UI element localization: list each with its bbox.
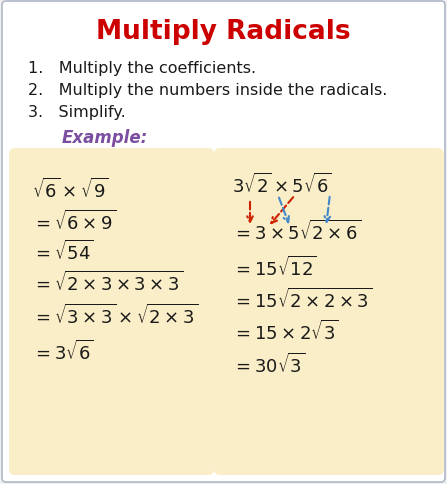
Text: $3\sqrt{2}\times5\sqrt{6}$: $3\sqrt{2}\times5\sqrt{6}$ (232, 173, 332, 197)
Text: $=15\sqrt{2\times2\times3}$: $=15\sqrt{2\times2\times3}$ (232, 287, 372, 311)
Text: $=30\sqrt{3}$: $=30\sqrt{3}$ (232, 352, 305, 376)
Text: Example:: Example: (62, 129, 148, 147)
FancyBboxPatch shape (9, 149, 214, 475)
Text: $=\sqrt{3\times3}\times\sqrt{2\times3}$: $=\sqrt{3\times3}\times\sqrt{2\times3}$ (32, 303, 198, 327)
Text: $=3\sqrt{6}$: $=3\sqrt{6}$ (32, 339, 94, 363)
Text: $=3\times5\sqrt{2\times6}$: $=3\times5\sqrt{2\times6}$ (232, 219, 361, 243)
Text: 2.   Multiply the numbers inside the radicals.: 2. Multiply the numbers inside the radic… (28, 82, 388, 97)
Text: $\sqrt{6}\times\sqrt{9}$: $\sqrt{6}\times\sqrt{9}$ (32, 178, 109, 202)
Text: 1.   Multiply the coefficients.: 1. Multiply the coefficients. (28, 60, 256, 76)
Text: 3.   Simplify.: 3. Simplify. (28, 104, 126, 119)
Text: $=\sqrt{2\times3\times3\times3}$: $=\sqrt{2\times3\times3\times3}$ (32, 271, 183, 294)
Text: $=15\sqrt{12}$: $=15\sqrt{12}$ (232, 256, 317, 279)
Text: Multiply Radicals: Multiply Radicals (96, 19, 350, 45)
Text: $=\sqrt{54}$: $=\sqrt{54}$ (32, 240, 94, 264)
Text: $=\sqrt{6\times9}$: $=\sqrt{6\times9}$ (32, 210, 116, 234)
FancyBboxPatch shape (214, 149, 444, 475)
Text: $=15\times2\sqrt{3}$: $=15\times2\sqrt{3}$ (232, 319, 339, 343)
